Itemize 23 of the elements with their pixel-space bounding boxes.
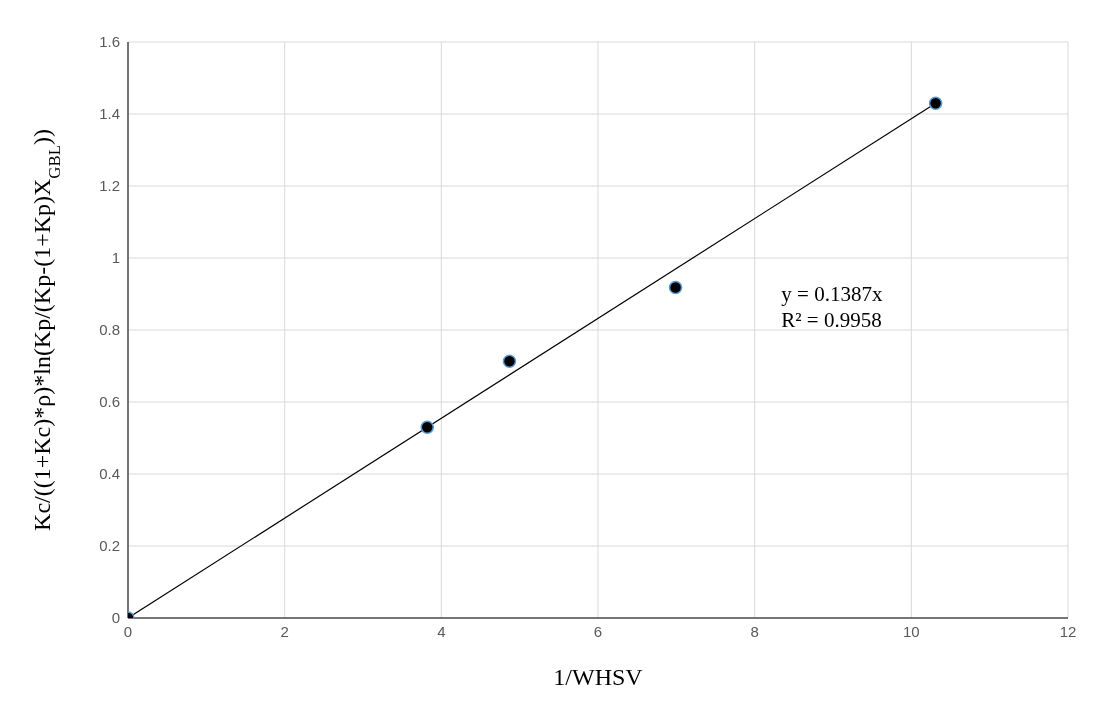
y-tick-label: 0.4 xyxy=(99,465,120,483)
y-tick-label: 0.8 xyxy=(99,321,120,339)
y-tick-label: 1.6 xyxy=(99,33,120,51)
point xyxy=(420,420,434,434)
y-tick-label: 0.6 xyxy=(99,393,120,411)
x-tick-label: 12 xyxy=(1059,622,1077,640)
point xyxy=(928,96,943,110)
x-tick-label: 4 xyxy=(437,622,446,640)
y-tick-label: 0.2 xyxy=(99,537,120,555)
annotation: y = 0.1387x xyxy=(781,282,883,307)
x-tick-label: 2 xyxy=(280,622,289,640)
annotation: R² = 0.9958 xyxy=(781,308,882,333)
y-tick-label: 0 xyxy=(111,609,120,627)
x-tick-label: 8 xyxy=(750,622,759,640)
y-tick-label: 1.2 xyxy=(99,177,120,195)
y-tick-label: 1.4 xyxy=(99,105,120,123)
x-tick-label: 6 xyxy=(593,622,603,640)
x-tick-label: 10 xyxy=(902,622,920,640)
y-tick-label: 1 xyxy=(111,249,120,267)
x-tick-label: 0 xyxy=(123,622,133,640)
point xyxy=(502,354,517,369)
x-axis-title: 1/WHSV xyxy=(553,664,644,691)
point xyxy=(668,280,683,295)
